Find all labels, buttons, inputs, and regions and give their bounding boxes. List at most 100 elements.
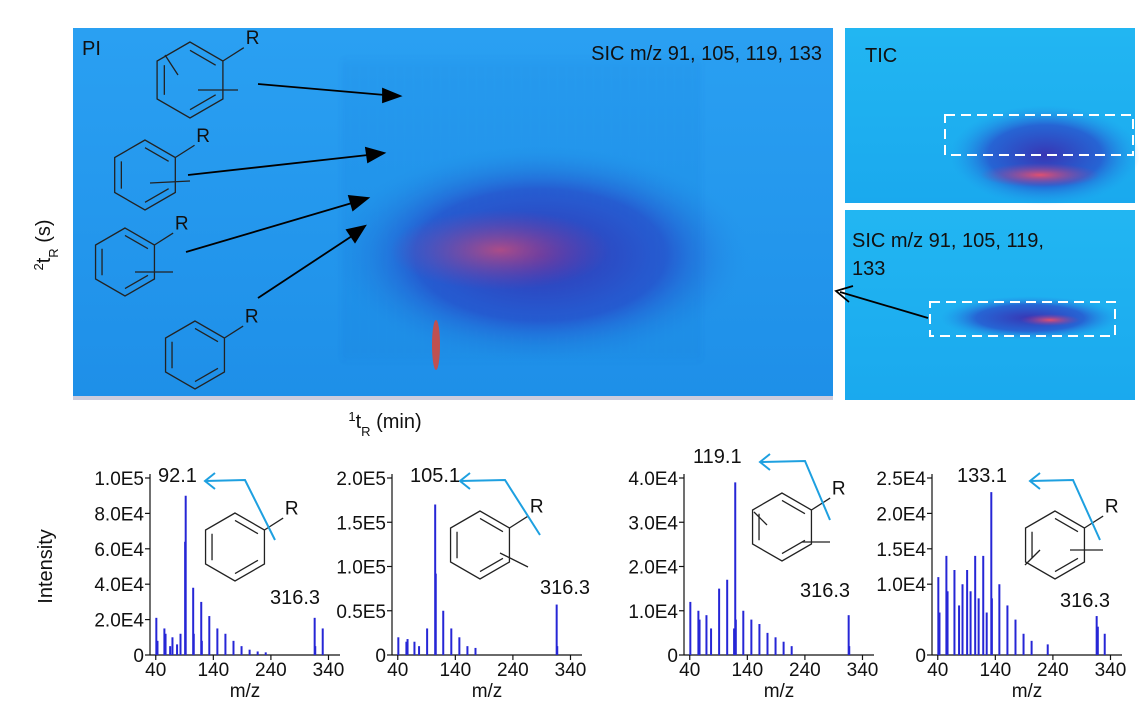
x-tick-label: 140	[197, 660, 229, 681]
x-tick-label: 140	[979, 660, 1011, 681]
y-tick-label: 2.0E5	[336, 469, 386, 490]
y-tick-label: 1.0E4	[628, 602, 678, 623]
y-tick-label: 6.0E4	[94, 540, 144, 561]
y-tick-label: 1.0E5	[94, 469, 144, 490]
double-bond	[479, 557, 504, 573]
peak-label: 316.3	[540, 577, 590, 599]
bond	[174, 144, 195, 159]
double-bond	[144, 147, 169, 162]
bond	[1084, 515, 1104, 529]
y-tick-label: 2.5E4	[876, 469, 926, 490]
x-tick-label: 40	[679, 660, 700, 681]
x-tick-label: 140	[731, 660, 763, 681]
x-tick-label: 140	[439, 660, 471, 681]
double-bond	[124, 274, 149, 290]
bond	[811, 497, 831, 511]
sic-title: SIC m/z 91, 105, 119,	[852, 230, 1044, 252]
y-tick-label: 4.0E4	[94, 575, 144, 596]
benzene-ring	[1024, 510, 1086, 580]
substituent-label: R	[285, 499, 299, 520]
bond	[753, 511, 768, 526]
sic-heatmap	[845, 210, 1135, 400]
x-axis-label: m/z	[230, 681, 261, 702]
benzene-ring	[751, 492, 813, 562]
y-tick-label: 0.5E5	[336, 602, 386, 623]
double-bond	[124, 234, 149, 250]
double-bond	[781, 499, 806, 515]
substituent-label: R	[1105, 497, 1119, 518]
bond	[509, 515, 529, 529]
double-bond	[234, 559, 259, 575]
bond	[264, 517, 284, 531]
x-axis-label: m/z	[1012, 681, 1043, 702]
y-tick-label: 3.0E4	[628, 513, 678, 534]
y-axis-label: Intensity	[35, 529, 57, 603]
callout	[230, 480, 270, 515]
tic-title: TIC	[865, 45, 897, 67]
sic-title: 133	[852, 258, 885, 280]
y-tick-label: 0	[375, 646, 386, 667]
y-tick-label: 1.0E4	[876, 575, 926, 596]
y-tick-label: 8.0E4	[94, 504, 144, 525]
peak-label: 316.3	[270, 587, 320, 609]
x-tick-label: 340	[313, 660, 345, 681]
substituent-label: R	[175, 214, 189, 235]
double-bond	[189, 49, 216, 66]
x-axis-label: m/z	[764, 681, 795, 702]
double-bond	[144, 188, 169, 203]
peak-label: 119.1	[693, 446, 742, 468]
substituent-label: R	[245, 307, 259, 328]
substituent-label: R	[832, 479, 846, 500]
peak-label: 133.1	[957, 465, 1007, 487]
peak-label: 92.1	[158, 465, 197, 487]
tic-heatmap	[845, 28, 1140, 205]
bond	[499, 552, 529, 568]
double-bond	[781, 539, 806, 555]
y-tick-label: 0	[667, 646, 678, 667]
x-tick-label: 40	[387, 660, 408, 681]
substituent-label: R	[246, 28, 260, 49]
substituent-label: R	[196, 126, 210, 147]
bond	[164, 54, 179, 76]
y-axis-label: 2tR (s)	[31, 219, 61, 270]
x-tick-label: 240	[255, 660, 287, 681]
benzene-ring	[449, 510, 511, 580]
x-tick-label: 40	[145, 660, 166, 681]
arrows	[185, 83, 929, 319]
callout	[762, 481, 800, 516]
bond	[222, 47, 245, 62]
x-tick-label: 40	[927, 660, 948, 681]
callout-line	[459, 478, 541, 536]
x-tick-label: 340	[1095, 660, 1127, 681]
panel-label: PI	[82, 38, 101, 60]
y-tick-label: 2.0E4	[628, 558, 678, 579]
callout-line	[204, 478, 276, 541]
x-tick-label: 240	[789, 660, 821, 681]
benzene-ring	[204, 512, 266, 582]
peak-label: 105.1	[410, 465, 460, 487]
bond	[224, 325, 244, 339]
x-tick-label: 340	[555, 660, 587, 681]
double-bond	[194, 367, 219, 383]
substituent-label: R	[530, 497, 544, 518]
double-bond	[234, 519, 259, 535]
panel-title: SIC m/z 91, 105, 119, 133	[591, 43, 822, 65]
double-bond	[479, 517, 504, 533]
double-bond	[194, 327, 219, 343]
bond	[149, 180, 191, 184]
peak-label: 316.3	[1060, 590, 1110, 612]
x-axis-label: m/z	[472, 681, 503, 702]
callout-line	[759, 459, 831, 521]
bond	[1024, 549, 1041, 566]
double-bond	[1054, 557, 1079, 573]
x-tick-label: 340	[847, 660, 879, 681]
bond	[154, 232, 174, 246]
y-tick-label: 1.5E5	[336, 513, 386, 534]
y-tick-label: 0	[133, 646, 144, 667]
x-tick-label: 240	[497, 660, 529, 681]
double-bond	[1054, 517, 1079, 533]
double-bond	[189, 94, 216, 111]
structures: R R R R R R R R	[94, 28, 1119, 582]
y-tick-label: 1.0E5	[336, 558, 386, 579]
